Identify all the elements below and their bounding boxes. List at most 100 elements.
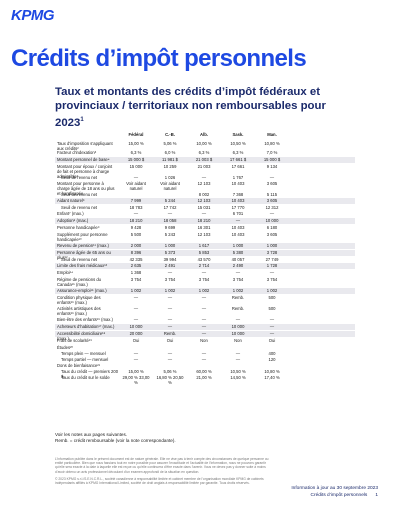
table-cell: 2 491 (164, 263, 176, 268)
table-cell: 1 617 (198, 243, 210, 248)
row-label: Régime de pensions du Canada¹⁵ (max.) (57, 277, 101, 287)
table-cell: — (269, 317, 275, 322)
table-cell: 7 999 (130, 198, 142, 203)
row-label: Seuil de revenu net (61, 175, 98, 180)
table-cell: 1 000 (232, 243, 244, 248)
table-cell: 6,3 % (130, 150, 142, 155)
row-label: Montant personnel de base⁴ (57, 157, 110, 162)
table-cell: Non (234, 338, 242, 343)
table-cell: 16,80 % 20,50 % (156, 375, 184, 385)
table-row: Seuil de revenu net 18 783 17 742 15 031 17 … (55, 205, 355, 210)
table-cell: 10 403 (231, 181, 245, 186)
table-row: Temps partiel — mensuel — — — — 120 (55, 357, 355, 362)
table-cell: 12 312 (265, 205, 279, 210)
table-cell: 9 428 (130, 225, 142, 230)
table-cell: 6 180 (266, 225, 278, 230)
table-row: Seuil de revenu net — 1 026 — 1 767 — (55, 175, 355, 180)
table-cell: Oui (166, 338, 174, 343)
row-label: Seuil de revenu net (61, 192, 98, 197)
footer-title-line: Crédits d’impôt personnels 1 (291, 492, 378, 499)
table-cell: — (133, 351, 139, 356)
table-cell: 10 259 (163, 164, 177, 169)
row-label: Enfant⁷ (max.) (57, 211, 84, 216)
page-number: 1 (375, 493, 378, 498)
table-cell: — (133, 211, 139, 216)
row-label: Limite des frais médicaux¹³ (57, 263, 108, 268)
table-cell: 42 335 (129, 257, 143, 262)
table-cell: 8 396 (130, 250, 142, 255)
table-cell: Remb. (163, 331, 177, 336)
table-cell: 43 570 (197, 257, 211, 262)
table-cell: — (235, 218, 241, 223)
table-row: Taux du crédit sur le solde 29,00 % 33,00… (55, 375, 355, 385)
table-cell: 10 000 (129, 324, 143, 329)
table-row: Personne âgée de 65 ans ou plus¹² 8 396 5 … (55, 250, 355, 260)
table-cell: — (167, 211, 173, 216)
table-cell: 12 103 (197, 232, 211, 237)
table-cell: — (269, 175, 275, 180)
table-cell: — (133, 357, 139, 362)
row-label: Revenu de pension¹¹ (max.) (57, 243, 109, 248)
column-header-manitoba: Man. (267, 132, 277, 137)
table-cell: — (235, 357, 241, 362)
row-label: Assurance-emploi¹⁵ (max.) (57, 288, 107, 293)
table-cell: 2 490 (232, 263, 244, 268)
table-header: Fédéral C.-B. Alb. Sask. Man. (55, 132, 355, 138)
table-cell: 18 210 (129, 218, 143, 223)
row-label: Facteur d’indexation³ (57, 150, 97, 155)
table-cell: 3 605 (266, 181, 278, 186)
copyright-notice: © 2023 KPMG s.r.l./S.E.N.C.R.L., société… (55, 476, 264, 486)
table-cell: — (201, 351, 207, 356)
table-cell: — (201, 357, 207, 362)
table-cell: — (201, 306, 207, 311)
table-cell: 500 (268, 306, 276, 311)
table-cell: 1 368 (130, 270, 142, 275)
table-row: Seuil de revenu net 8 002 7 368 5 115 (55, 192, 355, 197)
table-cell: 15,00 % (128, 141, 144, 146)
disclaimer-general: L’information publiée dans le présent do… (55, 457, 269, 474)
table-cell: — (167, 270, 173, 275)
subtitle-footnote-marker: 1 (80, 117, 84, 123)
kpmg-logo: KPMG (11, 7, 55, 24)
table-cell: 2 000 (130, 243, 142, 248)
table-row: Activités artistiques des enfants¹⁶ (max… (55, 306, 355, 316)
table-cell: 1 002 (266, 288, 278, 293)
table-cell: 60,00 % (196, 369, 212, 374)
table-cell: — (201, 295, 207, 300)
row-label: Personne âgée de 65 ans ou plus¹² (57, 250, 111, 260)
table-cell: 500 (268, 295, 276, 300)
table-cell: 3 605 (266, 232, 278, 237)
table-cell: 29,00 % 33,00 % (122, 375, 150, 385)
table-cell: 10 000 (231, 331, 245, 336)
table-row: Temps plein — mensuel — — — — 400 (55, 351, 355, 356)
table-cell: 5 115 (266, 192, 278, 197)
table-cell: 9 134 (266, 164, 278, 169)
table-cell: — (269, 211, 275, 216)
table-cell: 6,3 % (198, 150, 210, 155)
row-label: Temps partiel — mensuel (61, 357, 109, 362)
table-cell: 1 000 (164, 243, 176, 248)
table-cell: — (201, 211, 207, 216)
table-row: Acheteurs d’habitation¹⁷ (max.) 10 000 — — 1… (55, 324, 355, 330)
table-cell: 1 000 (266, 243, 278, 248)
table-cell: 10,00 % (196, 141, 212, 146)
table-cell: 7 368 (232, 192, 244, 197)
table-cell: 10,80 % (264, 141, 280, 146)
table-cell: 1 002 (232, 288, 244, 293)
table-cell: 3 754 (164, 277, 176, 282)
table-cell: — (133, 317, 139, 322)
table-cell: 1 728 (266, 263, 278, 268)
table-cell: 17 661 (231, 164, 245, 169)
footer-title: Crédits d’impôt personnels (310, 493, 368, 498)
table-cell: — (133, 295, 139, 300)
table-cell: — (235, 317, 241, 322)
table-row: Montant pour personne à charge âgée de 1… (55, 181, 355, 196)
table-cell: 5 373 (164, 250, 176, 255)
table-cell: 3 754 (232, 277, 244, 282)
table-cell: 5 500 (130, 232, 142, 237)
table-cell: 7,0 % (266, 150, 278, 155)
row-label: Seuil de revenu net (61, 205, 98, 210)
table-cell: — (167, 306, 173, 311)
table-cell: — (235, 270, 241, 275)
table-cell: 14,50 % (230, 375, 246, 380)
